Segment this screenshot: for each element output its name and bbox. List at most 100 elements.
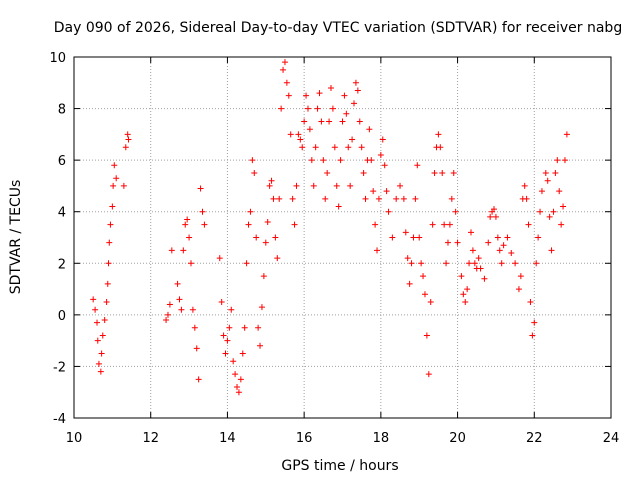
data-point	[216, 255, 223, 262]
data-point	[556, 188, 563, 195]
data-point	[274, 255, 281, 262]
data-point	[360, 170, 367, 177]
data-point	[184, 216, 191, 223]
data-point	[529, 332, 536, 339]
data-point	[187, 260, 194, 267]
data-point	[226, 324, 233, 331]
data-point	[95, 360, 102, 367]
data-point	[283, 79, 290, 86]
data-point	[234, 384, 241, 391]
data-point	[418, 260, 425, 267]
data-point	[266, 182, 273, 189]
data-point	[291, 221, 298, 228]
data-point	[122, 144, 129, 151]
data-point	[374, 247, 381, 254]
y-tick-label: 2	[58, 257, 66, 272]
data-point	[358, 144, 365, 151]
data-point	[106, 239, 113, 246]
data-point	[326, 118, 333, 125]
data-point	[385, 208, 392, 215]
data-point	[258, 304, 265, 311]
data-point	[314, 105, 321, 112]
data-point	[402, 229, 409, 236]
data-point	[268, 177, 275, 184]
data-point	[295, 131, 302, 138]
data-point	[362, 195, 369, 202]
data-point	[176, 296, 183, 303]
data-point	[408, 260, 415, 267]
data-point	[120, 182, 127, 189]
data-point	[312, 144, 319, 151]
data-point	[448, 195, 455, 202]
data-point	[260, 273, 267, 280]
data-point	[329, 105, 336, 112]
data-point	[379, 136, 386, 143]
data-point	[546, 213, 553, 220]
data-point	[264, 219, 271, 226]
data-point	[218, 298, 225, 305]
data-point	[324, 170, 331, 177]
data-point	[464, 286, 471, 293]
y-tick-label: 0	[58, 309, 66, 324]
data-point	[491, 206, 498, 213]
data-point	[94, 319, 101, 326]
data-point	[439, 170, 446, 177]
data-point	[370, 188, 377, 195]
data-point	[544, 177, 551, 184]
data-point	[189, 306, 196, 313]
x-tick-label: 12	[142, 431, 159, 446]
data-point	[554, 157, 561, 164]
data-point	[301, 118, 308, 125]
data-point	[289, 195, 296, 202]
data-point	[280, 66, 287, 73]
y-axis-label: SDTVAR / TECUs	[8, 180, 24, 295]
data-point	[104, 280, 111, 287]
data-point	[320, 157, 327, 164]
data-point	[276, 195, 283, 202]
data-point	[318, 118, 325, 125]
data-point	[552, 170, 559, 177]
data-point	[427, 298, 434, 305]
data-point	[255, 324, 262, 331]
data-point	[337, 157, 344, 164]
data-point	[537, 208, 544, 215]
data-point	[558, 221, 565, 228]
data-point	[531, 319, 538, 326]
data-point	[99, 332, 106, 339]
data-point	[270, 195, 277, 202]
data-point	[257, 342, 264, 349]
data-point	[306, 126, 313, 133]
data-point	[446, 221, 453, 228]
data-point	[335, 203, 342, 210]
data-point	[375, 195, 382, 202]
data-point	[228, 306, 235, 313]
data-point	[521, 182, 528, 189]
data-point	[243, 260, 250, 267]
data-point	[230, 358, 237, 365]
data-point	[241, 324, 248, 331]
data-point	[341, 92, 348, 99]
data-point	[92, 306, 99, 313]
y-tick-label: -2	[53, 360, 66, 375]
data-point	[163, 317, 170, 324]
data-point	[180, 247, 187, 254]
data-point	[103, 298, 110, 305]
data-point	[435, 131, 442, 138]
data-point	[97, 368, 104, 375]
data-point	[201, 221, 208, 228]
data-point	[98, 350, 105, 357]
data-point	[496, 247, 503, 254]
data-point	[563, 131, 570, 138]
data-point	[452, 208, 459, 215]
data-point	[304, 105, 311, 112]
data-point	[343, 110, 350, 117]
data-point	[429, 221, 436, 228]
data-point	[494, 234, 501, 241]
data-point	[389, 234, 396, 241]
data-point	[377, 151, 384, 158]
data-point	[400, 195, 407, 202]
data-point	[239, 350, 246, 357]
data-point	[354, 87, 361, 94]
data-point	[251, 170, 258, 177]
